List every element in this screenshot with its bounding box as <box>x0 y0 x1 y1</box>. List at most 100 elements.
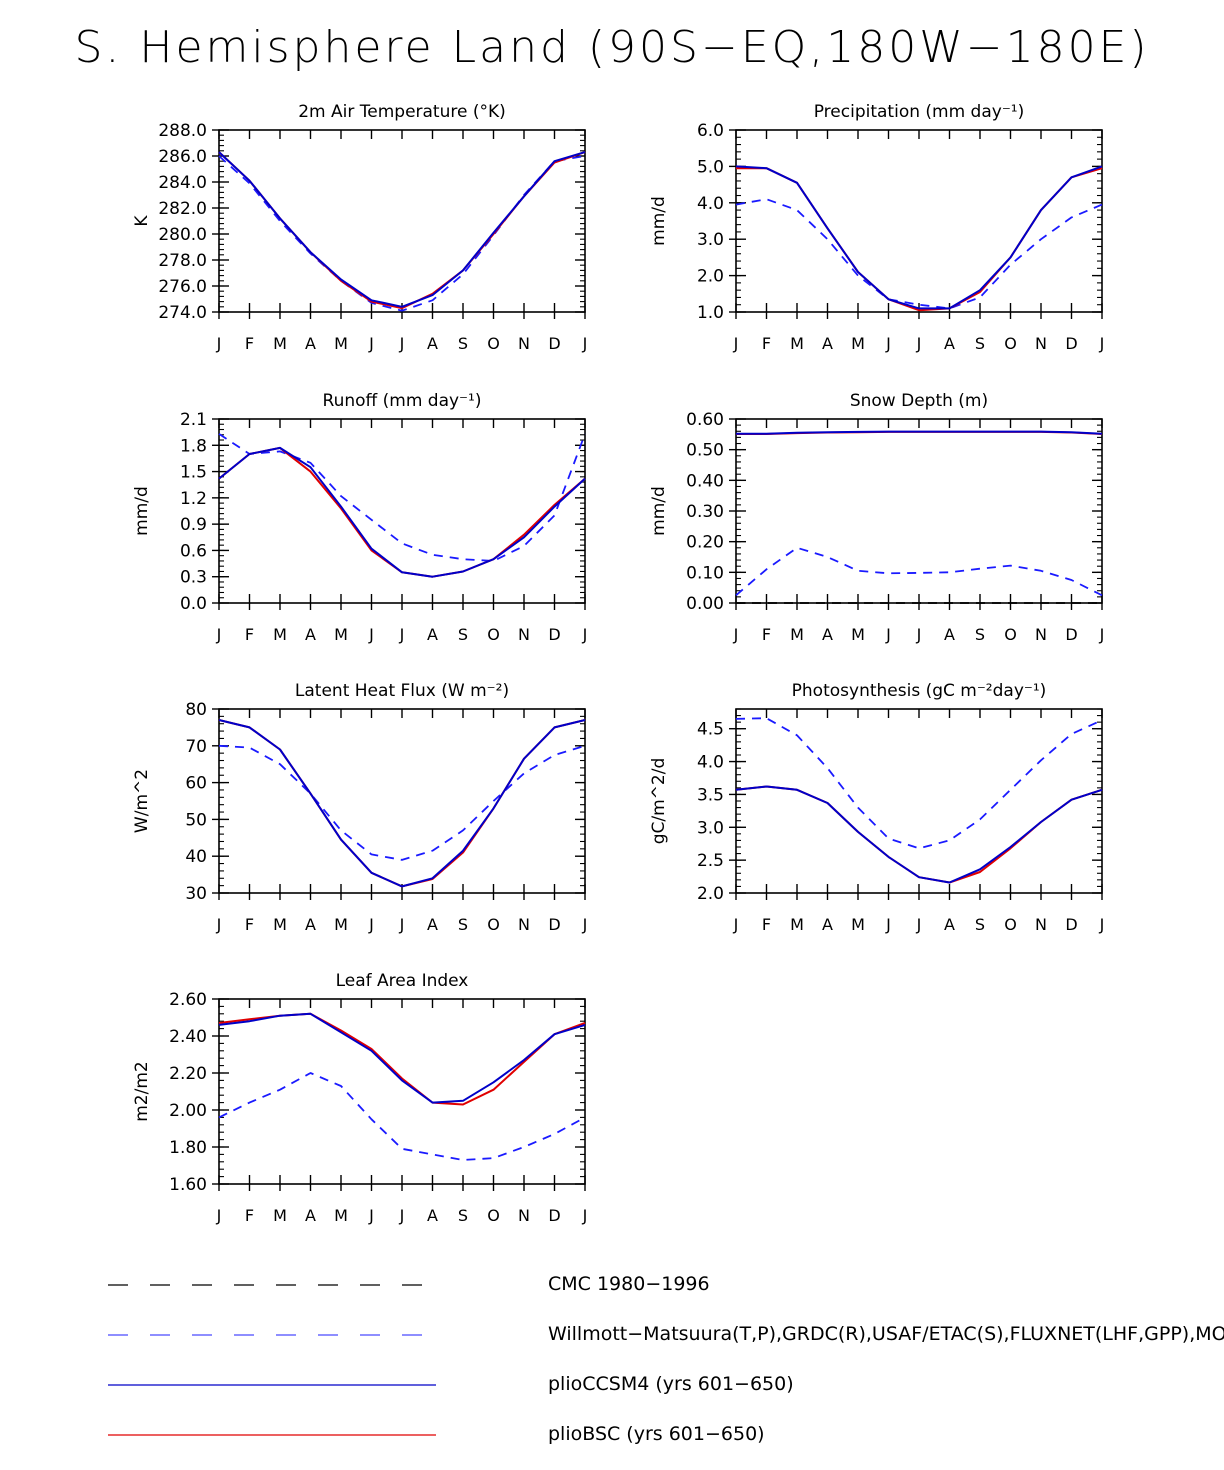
panel-title: Runoff (mm day⁻¹) <box>323 391 482 411</box>
y-tick-label: 0.60 <box>686 410 724 430</box>
plot-frame <box>735 708 1103 894</box>
x-tick-label: M <box>273 625 287 644</box>
series-line-plioccsm4 <box>218 151 586 308</box>
x-tick-label: D <box>1065 334 1077 353</box>
x-tick-label: J <box>885 625 891 644</box>
x-tick-label: D <box>1065 915 1077 934</box>
legend-label-obs: Willmott−Matsuura(T,P),GRDC(R),USAF/ETAC… <box>548 1323 1224 1345</box>
x-tick-label: N <box>518 334 530 353</box>
x-tick-label: M <box>273 1206 287 1225</box>
x-tick-label: J <box>916 334 922 353</box>
series-line-pliobsc <box>218 151 586 310</box>
series-line-obs <box>735 717 1103 850</box>
x-tick-label: N <box>518 1206 530 1225</box>
x-tick-label: M <box>790 915 804 934</box>
x-tick-label: A <box>944 625 955 644</box>
legend-item-cmc: CMC 1980−1996 <box>108 1273 1224 1297</box>
x-tick-label: F <box>245 625 254 644</box>
y-tick-label: 1.60 <box>169 1175 207 1195</box>
x-tick-label: O <box>1004 625 1017 644</box>
x-tick-label: O <box>487 625 500 644</box>
y-tick-label: 0.50 <box>686 441 724 461</box>
x-tick-label: O <box>487 334 500 353</box>
panel-title: Latent Heat Flux (W m⁻²) <box>295 681 509 701</box>
chart-panel-4: J F M A M J J A S O N D J0.600.500.400.300.200.100.0… <box>649 391 1104 644</box>
x-tick-label: M <box>334 334 348 353</box>
y-tick-label: 276.0 <box>158 277 207 297</box>
x-tick-label: M <box>790 334 804 353</box>
y-axis-label: W/m^2 <box>132 769 152 833</box>
x-tick-label: J <box>216 915 222 934</box>
y-tick-label: 70 <box>185 737 207 757</box>
x-tick-label: J <box>368 334 374 353</box>
x-tick-label: J <box>399 625 405 644</box>
y-tick-label: 0.9 <box>180 515 207 535</box>
x-tick-label: J <box>885 915 891 934</box>
x-tick-label: M <box>334 625 348 644</box>
y-tick-label: 0.3 <box>180 568 207 588</box>
y-tick-label: 5.0 <box>697 157 724 177</box>
series-line-plioccsm4 <box>736 430 1103 435</box>
y-tick-label: 2.1 <box>180 410 207 430</box>
legend-label-ccsm4: plioCCSM4 (yrs 601−650) <box>548 1373 794 1395</box>
x-tick-label: F <box>762 915 771 934</box>
y-tick-label: 1.0 <box>697 303 724 323</box>
x-tick-label: J <box>399 334 405 353</box>
chart-panel-3: J F M A M J J A S O N D J2.11.81.51.20.90.60.30.0Run… <box>132 391 587 644</box>
y-tick-label: 1.2 <box>180 489 207 509</box>
x-tick-label: N <box>518 625 530 644</box>
y-tick-label: 2.00 <box>169 1101 207 1121</box>
x-tick-label: N <box>1035 915 1047 934</box>
series-line-obs <box>218 1072 586 1161</box>
series-line-obs <box>218 433 586 562</box>
series-line-obs <box>735 546 1103 597</box>
panel-title: Leaf Area Index <box>336 971 469 991</box>
legend-swatch-bsc <box>108 1434 436 1436</box>
x-tick-label: F <box>245 915 254 934</box>
legend-swatch-cmc <box>108 1284 436 1286</box>
x-tick-label: J <box>733 625 739 644</box>
y-tick-label: 40 <box>185 847 207 867</box>
x-tick-label: J <box>368 915 374 934</box>
series-line-plioccsm4 <box>735 165 1103 310</box>
figure-title: S. Hemisphere Land (90S−EQ,180W−180E) <box>74 22 1150 73</box>
x-tick-label: J <box>1099 334 1105 353</box>
x-tick-label: N <box>1035 334 1047 353</box>
plot-frame <box>218 129 586 313</box>
x-tick-label: M <box>851 334 865 353</box>
y-tick-label: 6.0 <box>697 121 724 141</box>
legend-item-obs: Willmott−Matsuura(T,P),GRDC(R),USAF/ETAC… <box>108 1323 1224 1347</box>
y-tick-label: 0.20 <box>686 533 724 553</box>
x-tick-label: J <box>399 915 405 934</box>
y-tick-label: 3.5 <box>697 785 724 805</box>
x-tick-label: S <box>458 1206 468 1225</box>
y-tick-label: 3.0 <box>697 230 724 250</box>
y-tick-label: 288.0 <box>158 121 207 141</box>
panel-title: Precipitation (mm day⁻¹) <box>814 102 1025 122</box>
legend-label-bsc: plioBSC (yrs 601−650) <box>548 1423 765 1445</box>
panel-title: Photosynthesis (gC m⁻²day⁻¹) <box>792 681 1047 701</box>
series-line-plioccsm4 <box>218 446 586 578</box>
y-tick-label: 30 <box>185 884 207 904</box>
y-tick-label: 2.0 <box>697 884 724 904</box>
legend-item-bsc: plioBSC (yrs 601−650) <box>108 1423 1224 1447</box>
x-tick-label: N <box>518 915 530 934</box>
x-tick-label: J <box>368 625 374 644</box>
x-tick-label: S <box>458 915 468 934</box>
x-tick-label: A <box>822 334 833 353</box>
y-tick-label: 1.8 <box>180 436 207 456</box>
legend-label-cmc: CMC 1980−1996 <box>548 1273 710 1295</box>
y-tick-label: 60 <box>185 774 207 794</box>
y-tick-label: 280.0 <box>158 225 207 245</box>
x-tick-label: S <box>975 625 985 644</box>
x-tick-label: A <box>822 625 833 644</box>
x-tick-label: S <box>975 334 985 353</box>
y-axis-label: K <box>132 215 152 227</box>
series-line-pliobsc <box>736 167 1103 312</box>
x-tick-label: F <box>245 1206 254 1225</box>
x-tick-label: J <box>582 625 588 644</box>
x-tick-label: S <box>975 915 985 934</box>
x-tick-label: O <box>487 915 500 934</box>
y-tick-label: 0.00 <box>686 594 724 614</box>
